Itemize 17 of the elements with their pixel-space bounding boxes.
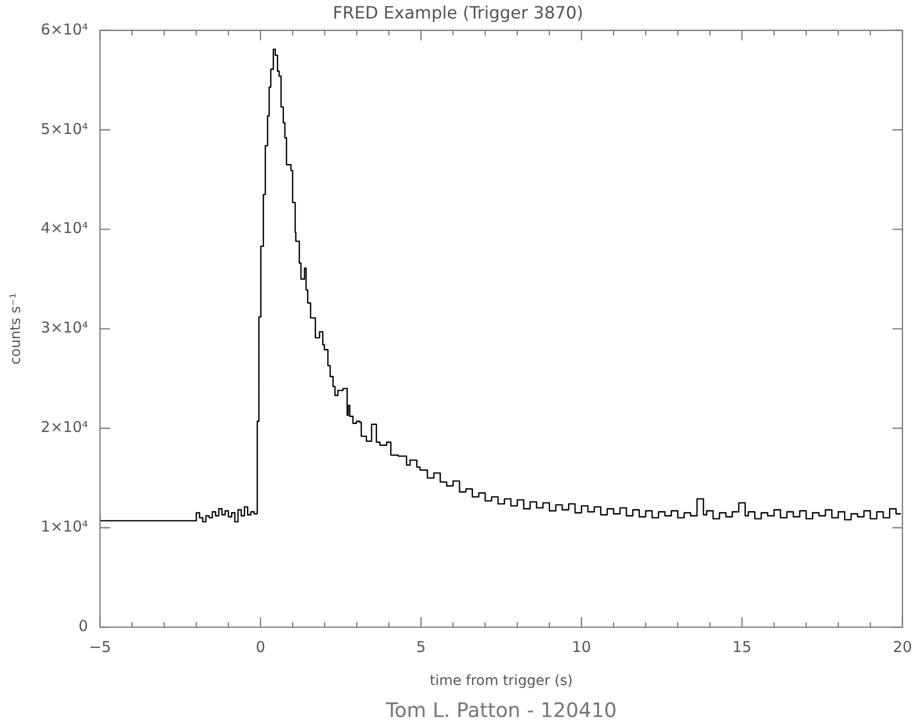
x-axis-title: time from trigger (s)	[430, 673, 573, 690]
x-tick-label: 0	[256, 638, 266, 656]
x-tick-label: 5	[416, 638, 426, 656]
x-tick-label: 10	[572, 638, 592, 656]
chart-title: FRED Example (Trigger 3870)	[332, 4, 584, 24]
x-tick-label: 15	[732, 638, 752, 656]
y-tick-label: 3×10⁴	[40, 318, 88, 337]
y-tick-label: 5×10⁴	[40, 120, 88, 138]
y-tick-label: 6×10⁴	[40, 20, 88, 38]
y-tick-label: 2×10⁴	[40, 418, 88, 436]
y-tick-label: 1×10⁴	[40, 518, 88, 536]
x-tick-label: 20	[892, 638, 912, 656]
x-tick-label: −5	[88, 638, 112, 656]
y-tick-label: 0	[78, 617, 88, 636]
y-tick-label: 4×10⁴	[40, 219, 88, 238]
text: Tom L. Patton - 120410	[384, 698, 617, 722]
y-axis-title: counts s⁻¹	[8, 293, 24, 365]
